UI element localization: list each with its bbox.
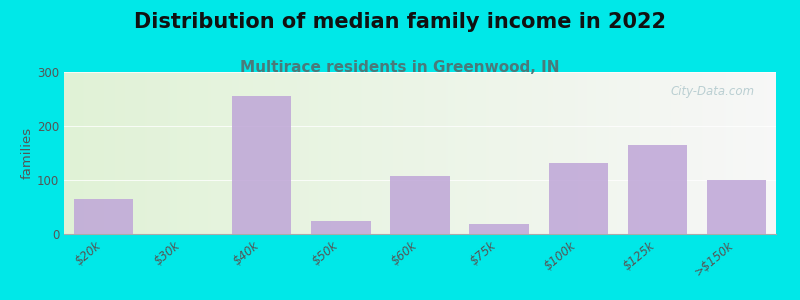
- Bar: [706, 180, 766, 234]
- Bar: [232, 96, 291, 234]
- Text: Distribution of median family income in 2022: Distribution of median family income in …: [134, 12, 666, 32]
- Y-axis label: families: families: [21, 127, 34, 179]
- Bar: [549, 163, 608, 234]
- Text: Multirace residents in Greenwood, IN: Multirace residents in Greenwood, IN: [240, 60, 560, 75]
- Bar: [311, 220, 370, 234]
- Bar: [628, 145, 687, 234]
- Text: City-Data.com: City-Data.com: [670, 85, 754, 98]
- Bar: [74, 199, 134, 234]
- Bar: [470, 224, 529, 234]
- Bar: [390, 176, 450, 234]
